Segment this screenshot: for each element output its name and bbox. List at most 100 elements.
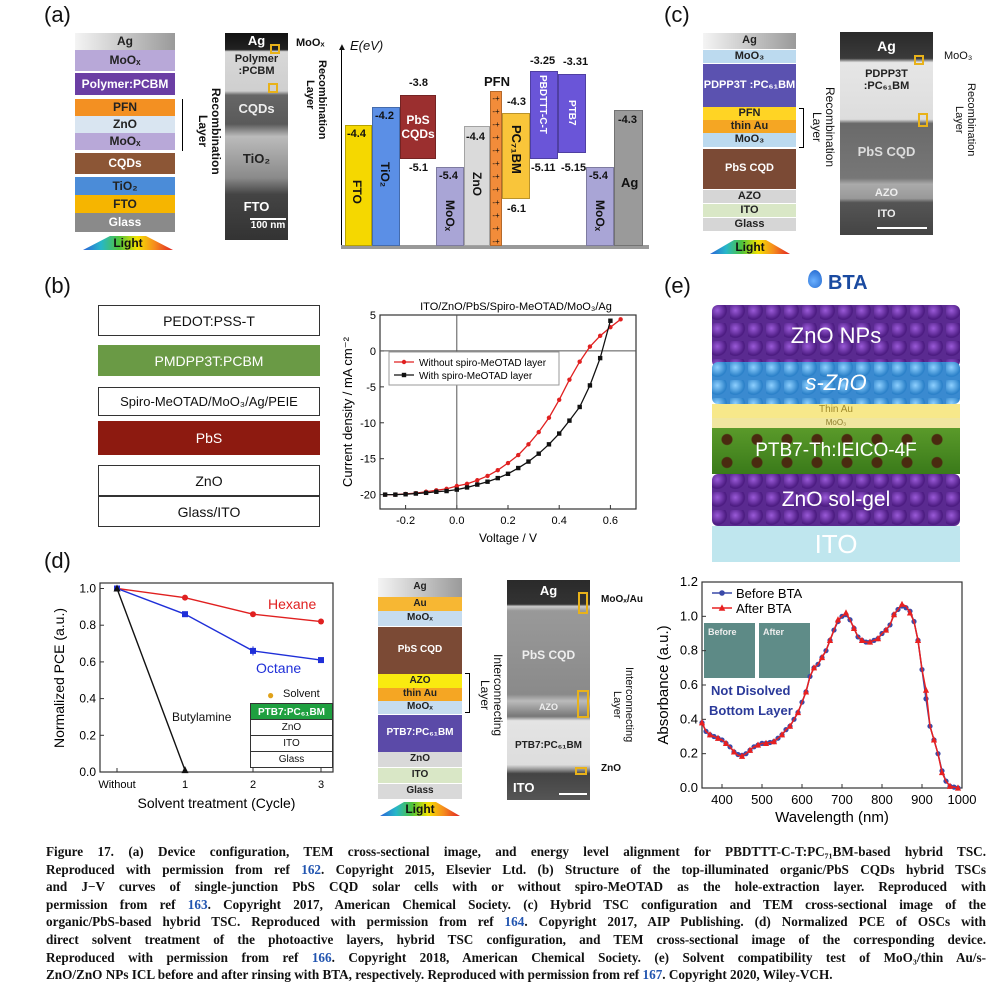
legend-label: After BTA — [736, 601, 792, 616]
energy-value: -5.4 — [439, 170, 458, 182]
data-point — [454, 487, 459, 492]
tem-label: Ag — [877, 38, 896, 54]
annotation-text: Bottom Layer — [709, 703, 793, 718]
x-tick-label: 0.0 — [449, 515, 464, 527]
layer-polymer-pcbm: Polymer:PCBM — [75, 73, 175, 95]
data-point — [495, 475, 500, 481]
data-point — [714, 734, 722, 741]
tem-label: Polymer :PCBM — [234, 53, 279, 77]
data-point — [850, 624, 858, 631]
layer-spiro: Spiro-MeOTAD/MoO₃/Ag/PEIE — [98, 387, 320, 416]
x-tick-label: 1 — [182, 779, 188, 791]
energy-value: -4.3 — [618, 114, 637, 126]
y-tick-label: 0.0 — [79, 765, 96, 779]
layer-ito: ITO — [378, 768, 462, 783]
callout-label: MoO₃ — [944, 50, 973, 62]
data-point — [182, 594, 188, 601]
data-point — [770, 738, 778, 745]
data-point — [914, 636, 922, 643]
data-point — [722, 739, 730, 746]
layer-thin-au: thin Au — [703, 120, 796, 133]
energy-baseline — [341, 245, 649, 249]
data-point — [834, 616, 842, 623]
x-tick-label: 500 — [751, 792, 773, 807]
energy-value: -4.4 — [466, 131, 485, 143]
data-point — [495, 468, 500, 473]
legend-marker — [719, 590, 725, 596]
energy-bar-moox-2 — [586, 167, 614, 246]
series-line-1 — [701, 603, 959, 789]
y-tick-label: 1.2 — [680, 574, 698, 589]
panel-label-a: (a) — [44, 2, 71, 27]
scale-bar — [877, 227, 927, 229]
data-point — [826, 636, 834, 643]
caption-text: and J−V curves of single-junction PbS CQ… — [46, 879, 986, 895]
series-label: Hexane — [268, 596, 316, 612]
data-point — [526, 459, 531, 464]
layer-zno: ZnO — [378, 752, 462, 767]
data-point — [250, 611, 256, 618]
y-tick-label: 0.0 — [680, 780, 698, 795]
x-tick-label: 800 — [871, 792, 893, 807]
legend-box — [388, 351, 560, 386]
data-point — [706, 731, 714, 738]
caption-text: ZnO/ZnO NPs ICL before and after rinsing… — [46, 967, 643, 983]
data-point — [403, 492, 408, 497]
data-point — [786, 722, 794, 729]
bar-label: Ag — [621, 175, 639, 190]
data-point — [577, 359, 582, 364]
layer-moo3: MoO₃ — [712, 418, 960, 428]
layer-fto: FTO — [75, 195, 175, 213]
tem-image-a: Ag Polymer :PCBM CQDs TiO₂ FTO 100 nm — [225, 33, 288, 240]
bar-label: MoOₓ — [443, 200, 457, 232]
inset-photo-before: Before — [704, 623, 755, 678]
layer-ptb7-th: PTB7-Th:IEICO-4F — [712, 428, 960, 474]
data-point — [454, 483, 459, 489]
data-point — [762, 739, 770, 746]
layer-cqds: CQDs — [75, 153, 175, 174]
data-point — [181, 766, 189, 774]
caption-line: and J−V curves of single-junction PbS CQ… — [46, 878, 986, 896]
reference-link[interactable]: 164 — [504, 914, 525, 930]
panel-label-d: (d) — [44, 548, 71, 573]
layer-ito: ITO — [712, 526, 960, 562]
solvent-label: Solvent — [283, 688, 320, 700]
energy-value: -5.4 — [589, 170, 608, 182]
legend-marker — [718, 604, 726, 611]
x-tick-label: 0.4 — [552, 515, 567, 527]
bar-label: PFN — [484, 74, 510, 89]
data-point — [485, 473, 490, 479]
reference-link[interactable]: 162 — [301, 861, 321, 877]
recombination-bracket-a — [179, 99, 183, 151]
energy-bar-pbs: PbS CQDs — [400, 95, 436, 159]
y-tick-label: 1.0 — [680, 608, 698, 623]
data-point — [567, 377, 572, 382]
reference-link[interactable]: 167 — [642, 967, 663, 983]
data-point — [730, 748, 738, 755]
reference-link[interactable]: 166 — [311, 949, 332, 965]
data-point — [597, 333, 603, 339]
energy-value: -4.4 — [347, 128, 366, 140]
reference-link[interactable]: 163 — [187, 896, 208, 912]
layer-glass-ito: Glass/ITO — [98, 496, 320, 527]
energy-value: -6.1 — [507, 203, 526, 215]
layer-pbs: PbS — [98, 421, 320, 455]
scale-bar: 100 nm — [250, 218, 286, 231]
series-line-0 — [701, 605, 959, 789]
light-label: Light — [113, 236, 143, 250]
data-point — [557, 397, 562, 402]
callout-box — [578, 592, 588, 614]
layer-azo: AZO — [378, 674, 462, 688]
layer-thin-au: Thin Au — [712, 404, 960, 418]
y-tick-label: 0 — [370, 346, 376, 358]
caption-text: organic/PbS-based hybrid TSC. Reproduced… — [46, 914, 505, 930]
data-point — [567, 418, 572, 423]
layer-tio-: TiO₂ — [75, 177, 175, 195]
layer-ptb7-pc-bm: PTB7:PC₆₁BM — [378, 715, 462, 752]
data-point — [746, 746, 754, 753]
layer-moo-: MoOₓ — [378, 611, 462, 626]
caption-text: . Copyright 2018, American Chemical Soci… — [331, 949, 986, 965]
series-line-1 — [116, 587, 322, 661]
layer-pmdpp3t: PMDPP3T:PCBM — [98, 345, 320, 376]
data-point — [818, 653, 826, 661]
